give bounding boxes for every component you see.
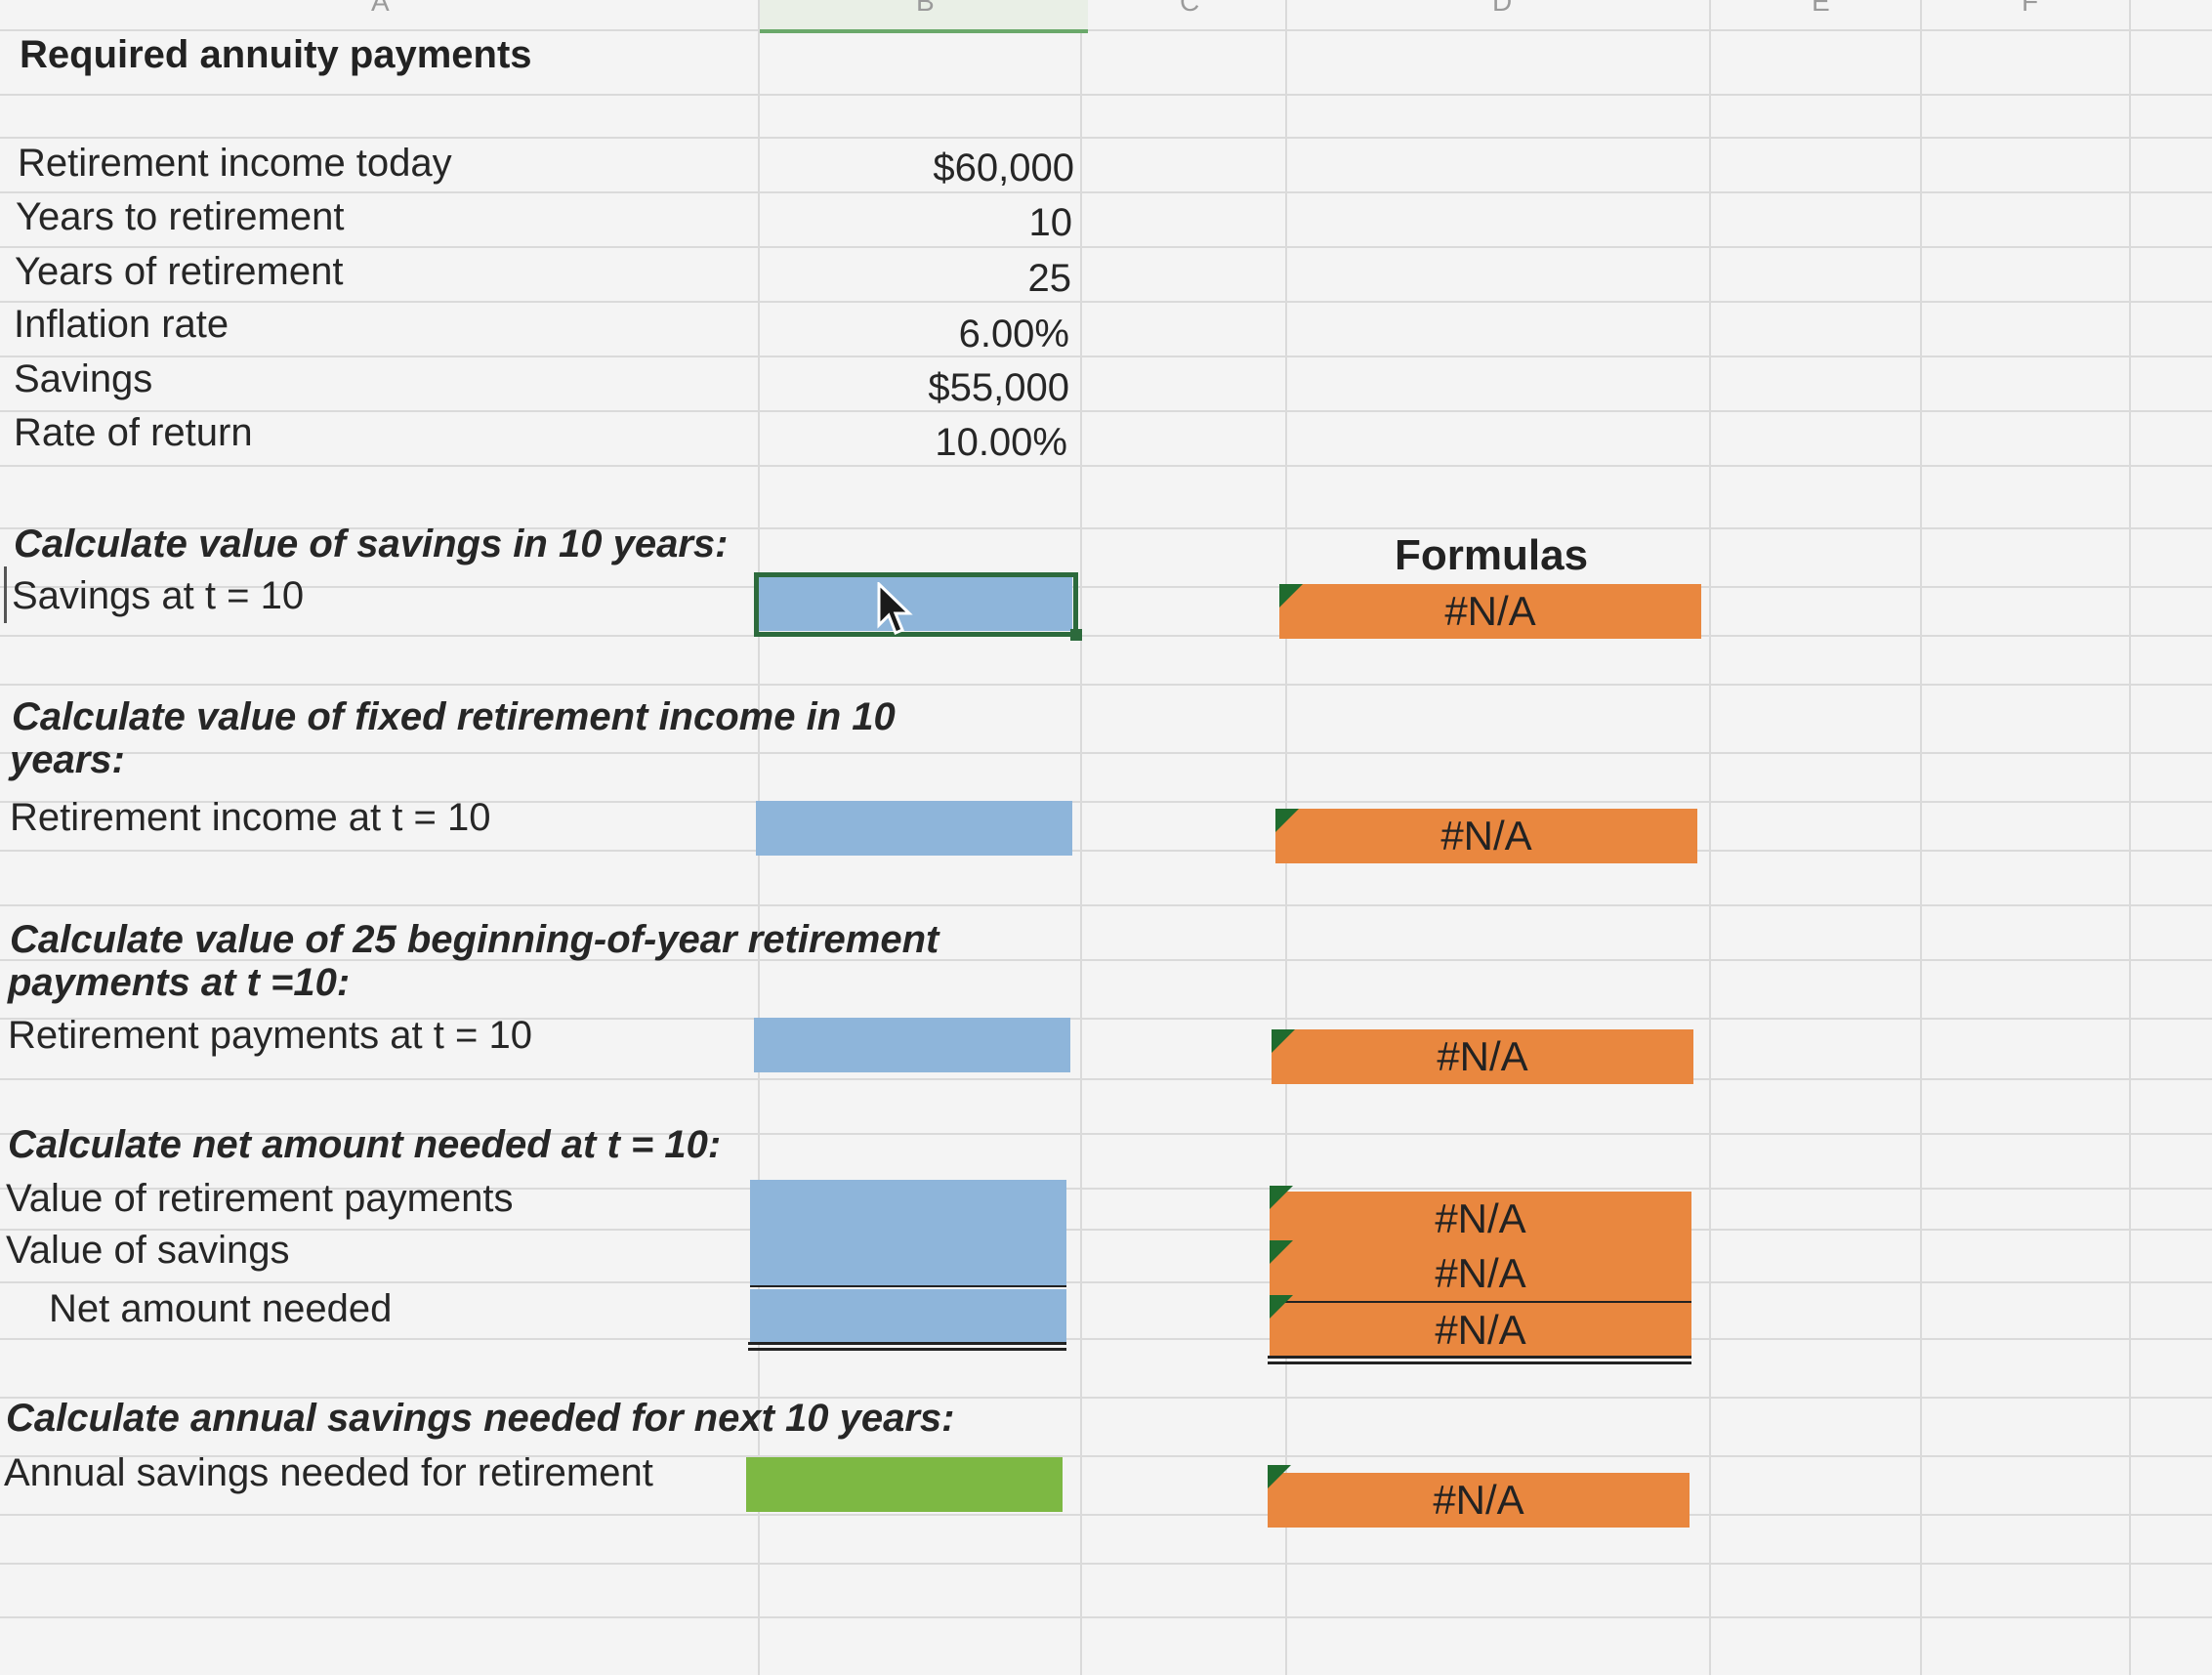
section-heading-income-cont: years: [10, 738, 125, 781]
active-cell-selection[interactable] [754, 572, 1078, 637]
input-value-inflation-rate[interactable]: 6.00% [958, 313, 1069, 356]
subtotal-underline [750, 1285, 1066, 1287]
comment-indicator-icon [1279, 584, 1303, 607]
section-heading-income: Calculate value of fixed retirement inco… [12, 695, 896, 738]
input-value-rate-of-return[interactable]: 10.00% [935, 421, 1067, 464]
formula-cell-net-payments[interactable]: #N/A [1270, 1192, 1691, 1246]
column-header-e[interactable]: E [1812, 0, 1830, 17]
annual-savings-answer-cell[interactable] [746, 1457, 1063, 1512]
comment-indicator-icon [1272, 1029, 1295, 1053]
retirement-payments-t10-label: Retirement payments at t = 10 [8, 1014, 532, 1057]
formula-cell-payments[interactable]: #N/A [1272, 1029, 1693, 1084]
formula-cell-income[interactable]: #N/A [1275, 809, 1697, 863]
column-header-d[interactable]: D [1492, 0, 1513, 17]
net-amount-input-cell[interactable] [750, 1289, 1066, 1344]
comment-indicator-icon [1275, 809, 1299, 832]
input-label-savings: Savings [14, 357, 153, 400]
net-row-label-net-amount: Net amount needed [49, 1287, 393, 1330]
selected-column-header[interactable] [760, 0, 1088, 33]
retirement-payments-t10-input-cell[interactable] [754, 1018, 1070, 1072]
input-value-years-of-retirement[interactable]: 25 [1027, 257, 1072, 300]
fill-handle[interactable] [1070, 629, 1082, 641]
savings-t10-label: Savings at t = 10 [12, 574, 305, 617]
double-underline-bottom [1268, 1361, 1691, 1364]
subtotal-underline [1270, 1301, 1691, 1303]
column-header-c[interactable]: C [1180, 0, 1200, 17]
input-label-rate-of-return: Rate of return [14, 411, 253, 454]
input-label-years-to-retirement: Years to retirement [16, 195, 345, 238]
net-row-label-payments: Value of retirement payments [6, 1177, 514, 1220]
formula-cell-net-amount[interactable]: #N/A [1270, 1303, 1691, 1358]
input-value-savings[interactable]: $55,000 [928, 366, 1069, 409]
comment-indicator-icon [1270, 1186, 1293, 1209]
comment-indicator-icon [1270, 1240, 1293, 1264]
row-border-marker [4, 566, 7, 623]
formula-cell-annual[interactable]: #N/A [1268, 1473, 1690, 1528]
column-header-a[interactable]: A [371, 0, 390, 17]
input-value-years-to-retirement[interactable]: 10 [1028, 201, 1073, 244]
double-underline-top [748, 1342, 1066, 1345]
input-label-years-of-retirement: Years of retirement [15, 250, 344, 293]
annual-savings-label: Annual savings needed for retirement [4, 1451, 653, 1494]
section-heading-net: Calculate net amount needed at t = 10: [8, 1123, 722, 1166]
net-input-cell-payments-savings[interactable] [750, 1180, 1066, 1285]
input-label-inflation-rate: Inflation rate [14, 303, 230, 346]
input-value-retirement-income[interactable]: $60,000 [933, 147, 1074, 189]
net-row-label-savings: Value of savings [6, 1229, 290, 1272]
double-underline-bottom [748, 1348, 1066, 1351]
formula-cell-net-savings[interactable]: #N/A [1270, 1246, 1691, 1301]
comment-indicator-icon [1270, 1295, 1293, 1319]
input-label-retirement-income: Retirement income today [18, 142, 452, 185]
section-heading-payments-cont: payments at t =10: [8, 961, 351, 1004]
formula-cell-savings[interactable]: #N/A [1279, 584, 1701, 639]
section-heading-savings: Calculate value of savings in 10 years: [14, 523, 729, 565]
section-heading-payments: Calculate value of 25 beginning-of-year … [10, 918, 939, 961]
sheet-title: Required annuity payments [20, 33, 532, 76]
retirement-income-t10-input-cell[interactable] [756, 801, 1072, 856]
section-heading-annual: Calculate annual savings needed for next… [6, 1397, 955, 1440]
savings-t10-input-cell[interactable] [758, 576, 1072, 631]
double-underline-top [1268, 1356, 1691, 1359]
comment-indicator-icon [1268, 1465, 1291, 1488]
column-header-b[interactable]: B [916, 0, 935, 17]
mouse-pointer-icon [877, 582, 913, 635]
retirement-income-t10-label: Retirement income at t = 10 [10, 796, 491, 839]
column-header-f[interactable]: F [2022, 0, 2039, 17]
formulas-header: Formulas [1395, 531, 1589, 579]
